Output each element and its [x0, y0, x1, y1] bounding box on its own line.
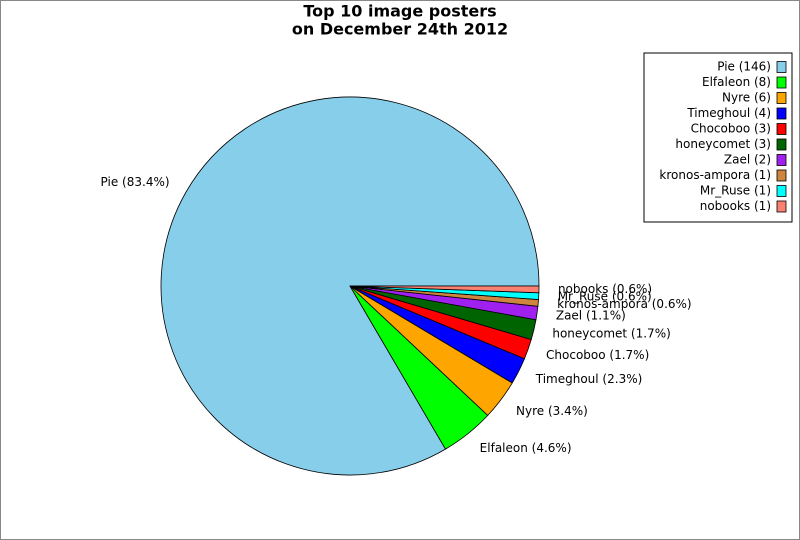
- slice-label: Chocoboo (1.7%): [546, 348, 649, 362]
- legend-label: Nyre (6): [722, 91, 771, 105]
- legend-swatch: [776, 123, 787, 135]
- legend-label: Pie (146): [717, 60, 771, 74]
- legend-swatch: [776, 154, 787, 166]
- legend-swatch: [776, 138, 787, 151]
- slice-label: Mr_Ruse (0.6%): [558, 290, 652, 304]
- legend-label: kronos-ampora (1): [659, 168, 771, 182]
- legend-swatch: [776, 61, 787, 73]
- legend-swatch: [776, 92, 787, 104]
- slice-label: Zael (1.1%): [556, 308, 626, 322]
- chart-title: Top 10 image posters: [303, 2, 496, 21]
- legend-swatch: [776, 76, 787, 89]
- legend-swatch: [776, 107, 787, 120]
- legend-swatch: [776, 169, 787, 182]
- slice-label: Elfaleon (4.6%): [480, 441, 572, 455]
- legend-label: Zael (2): [724, 153, 771, 167]
- legend-label: Elfaleon (8): [702, 75, 771, 89]
- slice-label: kronos-ampora (0.6%): [557, 297, 691, 311]
- slice-label: Nyre (3.4%): [516, 404, 588, 418]
- legend-label: Chocoboo (3): [691, 122, 771, 136]
- legend-box: [643, 52, 793, 223]
- legend-label: Timeghoul (4): [686, 106, 771, 120]
- legend-label: Mr_Ruse (1): [700, 184, 771, 198]
- legend-swatch: [776, 200, 787, 213]
- slice-label: nobooks (0.6%): [558, 282, 652, 296]
- chart-title: on December 24th 2012: [292, 20, 508, 39]
- legend-label: honeycomet (3): [675, 137, 771, 151]
- slice-label: honeycomet (1.7%): [552, 327, 670, 341]
- legend-swatch: [776, 185, 787, 197]
- pie-slice: [349, 285, 540, 294]
- slice-label: Pie (83.4%): [101, 175, 170, 189]
- slice-label: Timeghoul (2.3%): [535, 372, 643, 386]
- legend-label: nobooks (1): [700, 199, 771, 213]
